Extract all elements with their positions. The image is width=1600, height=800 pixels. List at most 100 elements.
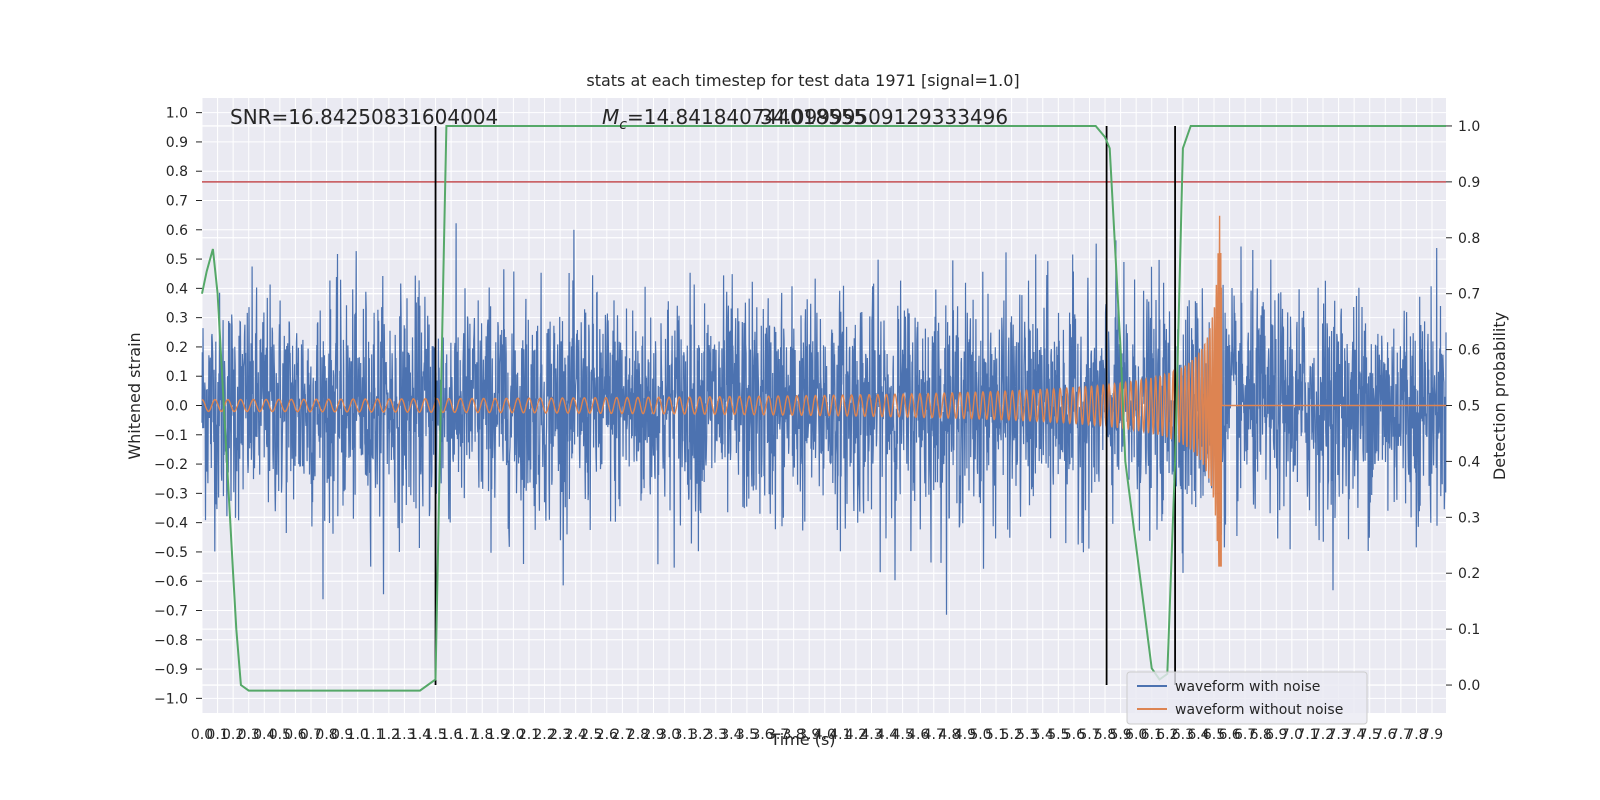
y-right-axis-label: Detection probability bbox=[1490, 312, 1509, 480]
y-right-tick-label: 0.0 bbox=[1458, 678, 1480, 694]
y-axis-label: Whitened strain bbox=[125, 332, 144, 459]
x-tick-label: 4.1 bbox=[829, 727, 851, 743]
noise-waveform-line bbox=[201, 223, 1447, 615]
x-tick-label: 2.6 bbox=[596, 727, 618, 743]
mc-symbol: M bbox=[602, 105, 619, 129]
y-right-tick-label: 0.5 bbox=[1458, 399, 1480, 415]
snr-annotation: SNR=16.84250831604004 bbox=[230, 105, 498, 129]
y-right-tick-label: 0.1 bbox=[1458, 622, 1480, 638]
x-tick-label: 6.0 bbox=[1125, 727, 1147, 743]
x-tick-label: 0.9 bbox=[331, 727, 353, 743]
x-tick-label: 6.5 bbox=[1203, 727, 1225, 743]
y-tick-label: −0.4 bbox=[154, 516, 188, 532]
x-tick-label: 7.7 bbox=[1390, 727, 1412, 743]
y-right-tick-label: 0.2 bbox=[1458, 566, 1480, 582]
x-tick-label: 7.1 bbox=[1296, 727, 1318, 743]
x-tick-label: 5.4 bbox=[1032, 727, 1054, 743]
x-tick-label: 3.2 bbox=[689, 727, 711, 743]
mc-overlap-annotation: 34.09999509129333496 bbox=[760, 105, 1008, 129]
legend-label-noise: waveform with noise bbox=[1175, 679, 1320, 695]
y-tick-label: −0.8 bbox=[154, 633, 188, 649]
y-tick-label: 0.2 bbox=[166, 340, 188, 356]
x-tick-label: 1.5 bbox=[424, 727, 446, 743]
y-right-tick-label: 1.0 bbox=[1458, 119, 1480, 135]
x-tick-label: 4.7 bbox=[923, 727, 945, 743]
y-right-tick-label: 0.4 bbox=[1458, 454, 1480, 470]
x-tick-label: 3.7 bbox=[767, 727, 789, 743]
series-waveform-with-noise bbox=[201, 223, 1447, 615]
x-tick-label: 5.3 bbox=[1016, 727, 1038, 743]
y-tick-label: 0.9 bbox=[166, 135, 188, 151]
x-tick-label: 3.6 bbox=[751, 727, 773, 743]
x-tick-label: 1.8 bbox=[471, 727, 493, 743]
x-tick-label: 3.1 bbox=[674, 727, 696, 743]
x-tick-label: 3.3 bbox=[705, 727, 727, 743]
y-tick-label: 0.6 bbox=[166, 223, 188, 239]
x-tick-label: 4.4 bbox=[876, 727, 898, 743]
y-right-tick-label: 0.7 bbox=[1458, 287, 1480, 303]
y-tick-label: −0.5 bbox=[154, 545, 188, 561]
x-tick-label: 2.4 bbox=[565, 727, 587, 743]
x-tick-label: 3.5 bbox=[736, 727, 758, 743]
legend-label-clean: waveform without noise bbox=[1175, 702, 1343, 718]
y-tick-label: −0.9 bbox=[154, 662, 188, 678]
x-tick-label: 6.7 bbox=[1234, 727, 1256, 743]
y-tick-label: 0.7 bbox=[166, 194, 188, 210]
x-tick-label: 1.2 bbox=[378, 727, 400, 743]
x-tick-label: 4.0 bbox=[814, 727, 836, 743]
y-right-tick-label: 0.8 bbox=[1458, 231, 1480, 247]
x-tick-label: 5.2 bbox=[1000, 727, 1022, 743]
x-tick-label: 5.6 bbox=[1063, 727, 1085, 743]
y-tick-label: 0.3 bbox=[166, 311, 188, 327]
x-tick-label: 4.2 bbox=[845, 727, 867, 743]
x-tick-label: 1.7 bbox=[456, 727, 478, 743]
x-tick-label: 7.8 bbox=[1405, 727, 1427, 743]
series-waveform-without-noise bbox=[201, 215, 1446, 567]
x-tick-label: 2.1 bbox=[518, 727, 540, 743]
x-tick-label: 6.1 bbox=[1141, 727, 1163, 743]
x-tick-label: 1.6 bbox=[440, 727, 462, 743]
x-tick-label: 0.6 bbox=[284, 727, 306, 743]
x-tick-label: 2.3 bbox=[549, 727, 571, 743]
x-tick-label: 0.1 bbox=[206, 727, 228, 743]
y-right-tick-label: 0.3 bbox=[1458, 510, 1480, 526]
x-tick-label: 2.2 bbox=[533, 727, 555, 743]
x-tick-label: 7.6 bbox=[1374, 727, 1396, 743]
vertical-lines-layer bbox=[434, 125, 1176, 686]
x-tick-label: 7.0 bbox=[1281, 727, 1303, 743]
x-tick-label: 2.0 bbox=[502, 727, 524, 743]
y-tick-label: −0.7 bbox=[154, 604, 188, 620]
x-tick-label: 7.2 bbox=[1312, 727, 1334, 743]
x-tick-label: 3.4 bbox=[720, 727, 742, 743]
x-tick-label: 7.9 bbox=[1421, 727, 1443, 743]
x-tick-label: 0.7 bbox=[300, 727, 322, 743]
x-tick-label: 4.9 bbox=[954, 727, 976, 743]
x-tick-label: 6.9 bbox=[1265, 727, 1287, 743]
y-tick-label: −1.0 bbox=[154, 691, 188, 707]
x-tick-label: 5.7 bbox=[1078, 727, 1100, 743]
x-tick-label: 1.4 bbox=[409, 727, 431, 743]
mc-value: =14.841840744018555 bbox=[627, 105, 866, 129]
y-tick-label: 0.8 bbox=[166, 164, 188, 180]
x-tick-label: 6.4 bbox=[1187, 727, 1209, 743]
y-tick-label: 0.0 bbox=[166, 399, 188, 415]
x-tick-label: 4.8 bbox=[938, 727, 960, 743]
x-tick-label: 4.6 bbox=[907, 727, 929, 743]
x-tick-label: 6.8 bbox=[1250, 727, 1272, 743]
x-tick-label: 7.3 bbox=[1327, 727, 1349, 743]
x-tick-label: 0.0 bbox=[191, 727, 213, 743]
x-tick-label: 2.8 bbox=[627, 727, 649, 743]
x-axis-label: Time (s) bbox=[769, 730, 835, 749]
y-tick-label: −0.3 bbox=[154, 486, 188, 502]
x-tick-label: 5.9 bbox=[1109, 727, 1131, 743]
x-tick-label: 5.1 bbox=[985, 727, 1007, 743]
y-right-tick-labels: 0.0 0.1 0.2 0.3 0.4 0.5 0.6 0.7 0.8 0.9 1.0 bbox=[1446, 119, 1480, 694]
x-tick-label: 2.7 bbox=[611, 727, 633, 743]
x-tick-label: 4.3 bbox=[860, 727, 882, 743]
y-right-tick-label: 0.9 bbox=[1458, 175, 1480, 191]
x-tick-label: 6.3 bbox=[1172, 727, 1194, 743]
mc-annotation: Mc=14.841840744018555 bbox=[602, 105, 866, 133]
x-tick-label: 0.4 bbox=[253, 727, 275, 743]
y-tick-label: 0.1 bbox=[166, 369, 188, 385]
x-tick-label: 0.3 bbox=[238, 727, 260, 743]
